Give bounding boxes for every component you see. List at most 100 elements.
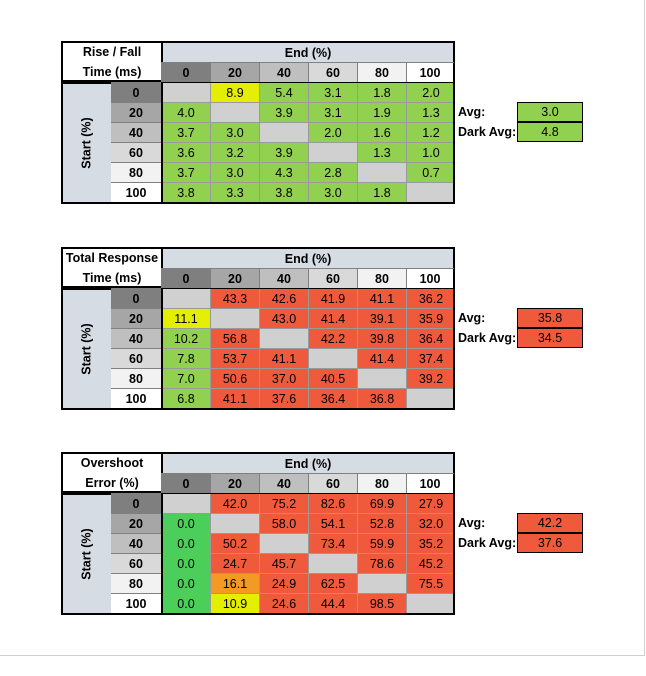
data-cell: 36.4 [308,388,357,408]
data-cell: 0.0 [161,513,210,533]
column-header: 20 [210,268,259,288]
avg-label: Avg: [458,105,486,119]
data-cell: 39.1 [357,308,406,328]
row-header: 60 [111,142,161,162]
data-cell: 41.1 [357,288,406,308]
column-header: 60 [308,268,357,288]
data-cell: 1.3 [406,102,455,122]
sheet-right-border [644,0,645,655]
table-title-line1: Total Response [65,250,159,265]
data-cell: 39.2 [406,368,455,388]
data-cell: 50.2 [210,533,259,553]
row-header: 60 [111,553,161,573]
data-cell: 42.2 [308,328,357,348]
data-cell: 5.4 [259,82,308,102]
data-cell: 3.9 [259,102,308,122]
column-header: 0 [161,473,210,493]
data-cell: 52.8 [357,513,406,533]
data-cell: 43.0 [259,308,308,328]
dark-avg-label: Dark Avg: [458,125,517,139]
end-percent-header: End (%) [161,452,455,473]
data-cell: 36.2 [406,288,455,308]
column-header: 60 [308,473,357,493]
data-cell: 32.0 [406,513,455,533]
data-cell: 59.9 [357,533,406,553]
table-title-line2: Time (ms) [82,270,142,285]
diagonal-cell [406,388,455,408]
diagonal-cell [308,142,357,162]
data-cell: 2.0 [308,122,357,142]
data-cell: 0.0 [161,593,210,613]
column-header: 40 [259,62,308,82]
diagonal-cell [210,513,259,533]
column-header: 100 [406,62,455,82]
column-header: 60 [308,62,357,82]
data-cell: 0.7 [406,162,455,182]
row-header: 100 [111,593,161,615]
response-table-2: Overshoot Error (%) End (%) Start (%) 0 20 40 6… [61,452,641,617]
table-title: Overshoot Error (%) [61,452,161,493]
data-cell: 24.6 [259,593,308,613]
column-header: 80 [357,473,406,493]
data-cell: 39.8 [357,328,406,348]
row-header: 100 [111,388,161,410]
data-cell: 3.7 [161,162,210,182]
data-cell: 37.4 [406,348,455,368]
data-cell: 7.0 [161,368,210,388]
data-cell: 4.3 [259,162,308,182]
row-header: 20 [111,513,161,533]
diagonal-cell [259,533,308,553]
data-cell: 1.2 [406,122,455,142]
data-cell: 2.0 [406,82,455,102]
row-header: 80 [111,573,161,593]
data-cell: 1.8 [357,182,406,202]
row-header: 0 [111,82,161,102]
dark-avg-value: 4.8 [517,122,583,142]
data-cell: 24.7 [210,553,259,573]
avg-value: 3.0 [517,102,583,122]
data-cell: 82.6 [308,493,357,513]
data-cell: 45.2 [406,553,455,573]
start-percent-label: Start (%) [80,528,94,580]
row-header: 20 [111,102,161,122]
data-cell: 4.0 [161,102,210,122]
diagonal-cell [259,328,308,348]
data-cell: 1.0 [406,142,455,162]
data-cell: 3.1 [308,102,357,122]
data-cell: 40.5 [308,368,357,388]
data-cell: 53.7 [210,348,259,368]
column-header: 100 [406,268,455,288]
start-percent-header: Start (%) [61,82,111,204]
row-header: 80 [111,368,161,388]
diagonal-cell [406,182,455,202]
column-header: 80 [357,268,406,288]
data-cell: 73.4 [308,533,357,553]
data-cell: 3.0 [210,162,259,182]
data-cell: 24.9 [259,573,308,593]
data-cell: 41.1 [259,348,308,368]
end-percent-header: End (%) [161,41,455,62]
data-cell: 0.0 [161,553,210,573]
start-percent-header: Start (%) [61,288,111,410]
diagonal-cell [308,348,357,368]
diagonal-cell [357,368,406,388]
table-title: Total Response Time (ms) [61,247,161,288]
data-cell: 56.8 [210,328,259,348]
data-cell: 41.4 [357,348,406,368]
data-cell: 3.2 [210,142,259,162]
start-percent-label: Start (%) [80,323,94,375]
avg-value: 35.8 [517,308,583,328]
diagonal-cell [259,122,308,142]
data-cell: 3.8 [161,182,210,202]
table-title-line2: Time (ms) [82,64,142,79]
data-cell: 1.9 [357,102,406,122]
table-title-line2: Error (%) [85,475,139,490]
data-cell: 7.8 [161,348,210,368]
column-header: 80 [357,62,406,82]
data-cell: 0.0 [161,573,210,593]
avg-label: Avg: [458,516,486,530]
data-cell: 58.0 [259,513,308,533]
column-header: 0 [161,62,210,82]
dark-avg-value: 37.6 [517,533,583,553]
diagonal-cell [357,162,406,182]
